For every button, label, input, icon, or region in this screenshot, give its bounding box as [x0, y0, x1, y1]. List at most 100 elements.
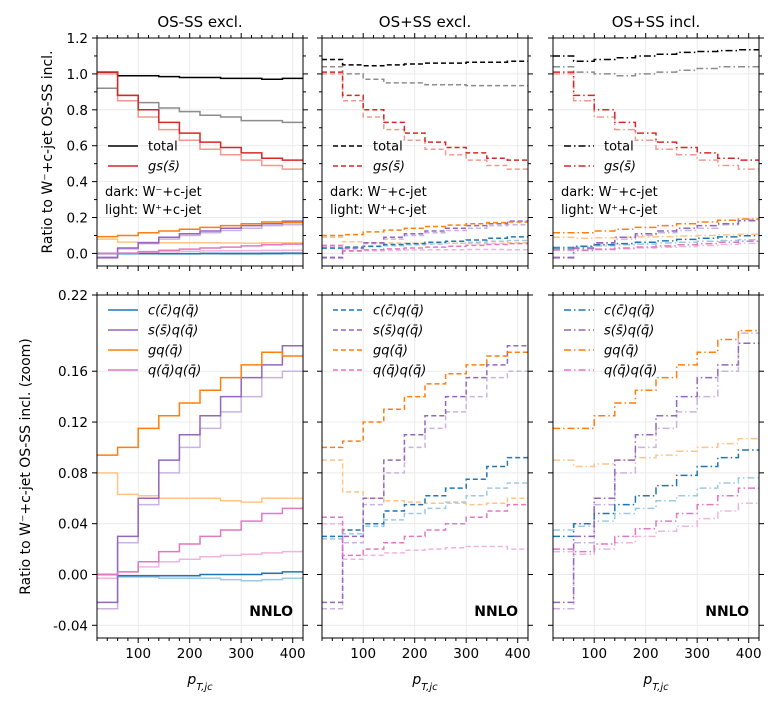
- series-gs-light-line: [322, 73, 528, 170]
- series-qq-dark-line: [97, 507, 303, 576]
- x-tick-label: 100: [125, 646, 151, 662]
- legend-qq-label: q(q̄)q(q̄): [373, 364, 426, 379]
- note-dark-label: dark: W⁻+c-jet: [561, 185, 658, 200]
- bottom-y-tick-label: 0.22: [58, 288, 88, 304]
- x-axis-label: pT,jc: [186, 672, 213, 693]
- legend-total-label: total: [373, 140, 403, 155]
- series-total-light-line: [322, 65, 528, 87]
- series-gq-light-line: [553, 437, 759, 468]
- series-group: [322, 345, 528, 610]
- series-gq-light-line: [97, 238, 303, 244]
- series-qq-light-line: [553, 502, 759, 555]
- series-qq-dark-line: [553, 240, 759, 251]
- x-tick-label: 200: [177, 646, 203, 662]
- series-total-light-line: [553, 65, 759, 77]
- x-tick-label: 300: [453, 646, 479, 662]
- series-total-dark-line: [322, 58, 528, 67]
- series-sq-dark-line: [97, 345, 303, 604]
- bottom-panel-2: [317, 290, 533, 643]
- series-cq-light-line: [553, 239, 759, 248]
- series-total-dark-line: [97, 71, 303, 81]
- top-y-axis-label: Ratio to W⁻+c-jet OS-SS incl.: [40, 50, 56, 253]
- x-axis-label: pT,jc: [642, 672, 669, 693]
- series-gs-dark-line: [553, 71, 759, 161]
- order-label: NNLO: [474, 604, 518, 620]
- series-cq-light-line: [322, 482, 528, 540]
- series-sq-dark-line: [322, 220, 528, 259]
- legend-gs-label: gs(s̄): [373, 160, 405, 175]
- series-sq-light-line: [322, 370, 528, 610]
- note-dark-label: dark: W⁻+c-jet: [105, 185, 202, 200]
- x-axis-label-subscript: T,jc: [421, 682, 438, 693]
- series-gq-light-line: [322, 459, 528, 506]
- top-y-tick-label: 0.6: [67, 139, 88, 155]
- series-group: [322, 58, 528, 260]
- series-group: [553, 329, 759, 610]
- plot-frame: [552, 294, 760, 639]
- series-qq-dark-line: [322, 503, 528, 557]
- legend-sq-label: s(s̄)q(q̄): [604, 324, 654, 339]
- legend-cq-label: c(c̄)q(q̄): [373, 304, 424, 319]
- plot-frame: [321, 294, 529, 639]
- series-gs-light-line: [97, 73, 303, 170]
- note-light-label: light: W⁺+c-jet: [330, 203, 426, 218]
- legend-gq-label: gq(q̄): [148, 344, 183, 359]
- series-group: [553, 48, 759, 260]
- bottom-panel-3: [548, 290, 764, 643]
- series-cq-dark-line: [97, 571, 303, 577]
- legend-cq-label: c(c̄)q(q̄): [148, 304, 199, 319]
- legend-total-label: total: [148, 140, 178, 155]
- series-gq-dark-line: [553, 329, 759, 430]
- x-tick-label: 300: [228, 646, 254, 662]
- series-cq-dark-line: [553, 235, 759, 249]
- series-group: [97, 345, 303, 610]
- series-gs-dark-line: [322, 71, 528, 161]
- column-title-3: OS+SS incl.: [612, 13, 701, 31]
- note-light-label: light: W⁺+c-jet: [105, 203, 201, 218]
- x-axis-label-subscript: T,jc: [652, 682, 669, 693]
- series-qq-dark-line: [322, 242, 528, 252]
- series-qq-dark-line: [97, 243, 303, 255]
- top-y-tick-label: 1.2: [67, 31, 88, 47]
- top-y-tick-label: 1.0: [67, 67, 88, 83]
- series-sq-dark-line: [322, 345, 528, 604]
- series-gq-dark-line: [97, 351, 303, 456]
- series-total-light-line: [97, 87, 303, 124]
- x-tick-label: 400: [736, 646, 762, 662]
- x-tick-label: 200: [402, 646, 428, 662]
- x-tick-label: 300: [684, 646, 710, 662]
- top-panel-2: [317, 33, 533, 271]
- bottom-y-tick-label: 0.00: [58, 567, 88, 583]
- top-y-tick-label: 0.2: [67, 211, 88, 227]
- legend-total-label: total: [604, 140, 634, 155]
- x-tick-label: 200: [633, 646, 659, 662]
- note-dark-label: dark: W⁻+c-jet: [330, 185, 427, 200]
- legend-gs-label: gs(s̄): [604, 160, 636, 175]
- x-tick-label: 400: [505, 646, 531, 662]
- bottom-y-tick-label: 0.08: [58, 466, 88, 482]
- series-gs-light-line: [553, 73, 759, 170]
- series-gq-dark-line: [553, 218, 759, 234]
- series-group: [97, 71, 303, 260]
- legend-gs-label: gs(s̄): [148, 160, 180, 175]
- series-qq-dark-line: [553, 487, 759, 553]
- top-y-tick-label: 0.8: [67, 103, 88, 119]
- series-gq-dark-line: [97, 221, 303, 238]
- bottom-panel-1: [92, 290, 308, 643]
- bottom-y-tick-label: -0.04: [53, 618, 88, 634]
- series-total-dark-line: [553, 48, 759, 63]
- x-axis-label: pT,jc: [411, 672, 438, 693]
- series-cq-dark-line: [553, 449, 759, 538]
- top-panel-3: [548, 33, 764, 271]
- legend-sq-label: s(s̄)q(q̄): [148, 324, 198, 339]
- series-gq-dark-line: [322, 351, 528, 449]
- series-gq-light-line: [97, 472, 303, 503]
- bottom-y-tick-label: 0.12: [58, 415, 88, 431]
- series-qq-light-line: [322, 245, 528, 253]
- series-qq-light-line: [322, 522, 528, 560]
- note-light-label: light: W⁺+c-jet: [561, 203, 657, 218]
- series-cq-light-line: [97, 573, 303, 582]
- top-y-tick-label: 0.4: [67, 175, 88, 191]
- series-cq-dark-line: [322, 456, 528, 538]
